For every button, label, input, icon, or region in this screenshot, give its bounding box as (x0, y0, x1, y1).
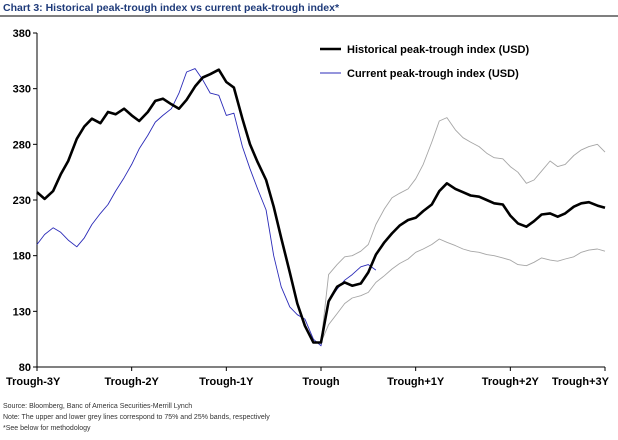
y-tick-label: 130 (13, 306, 31, 318)
y-tick-label: 330 (13, 84, 31, 96)
methodology-note: *See below for methodology (3, 425, 91, 432)
x-tick-label: Trough+3Y (552, 376, 610, 388)
band-note: Note: The upper and lower grey lines cor… (3, 414, 270, 421)
x-tick-label: Trough-1Y (199, 376, 254, 388)
legend-historical-label: Historical peak-trough index (USD) (347, 44, 529, 56)
legend-current-label: Current peak-trough index (USD) (347, 68, 519, 80)
y-tick-label: 230 (13, 195, 31, 207)
y-tick-label: 380 (13, 28, 31, 40)
chart-legend: Historical peak-trough index (USD) Curren… (320, 44, 529, 80)
y-tick-label: 280 (13, 139, 31, 151)
upper-band-line (320, 117, 606, 343)
y-tick-label: 80 (19, 362, 31, 374)
source-note: Source: Bloomberg, Banc of America Secur… (3, 403, 193, 410)
chart-title: Chart 3: Historical peak-trough index vs… (3, 2, 340, 14)
x-tick-label: Trough+1Y (387, 376, 445, 388)
x-tick-label: Trough (302, 376, 340, 388)
y-tick-label: 180 (13, 251, 31, 263)
x-tick-label: Trough+2Y (482, 376, 540, 388)
current-series-line (36, 68, 377, 347)
chart-series (36, 68, 606, 347)
lower-band-line (320, 238, 606, 343)
chart-svg: 80 130 180 230 280 330 380 Trough-3Y Trough-2Y Tr… (6, 28, 610, 388)
title-divider (0, 15, 618, 17)
historical-series-line (36, 68, 606, 344)
x-tick-label: Trough-2Y (104, 376, 159, 388)
chart-axes: 80 130 180 230 280 330 380 Trough-3Y Trough-2Y Tr… (6, 28, 610, 388)
x-tick-label: Trough-3Y (6, 376, 61, 388)
